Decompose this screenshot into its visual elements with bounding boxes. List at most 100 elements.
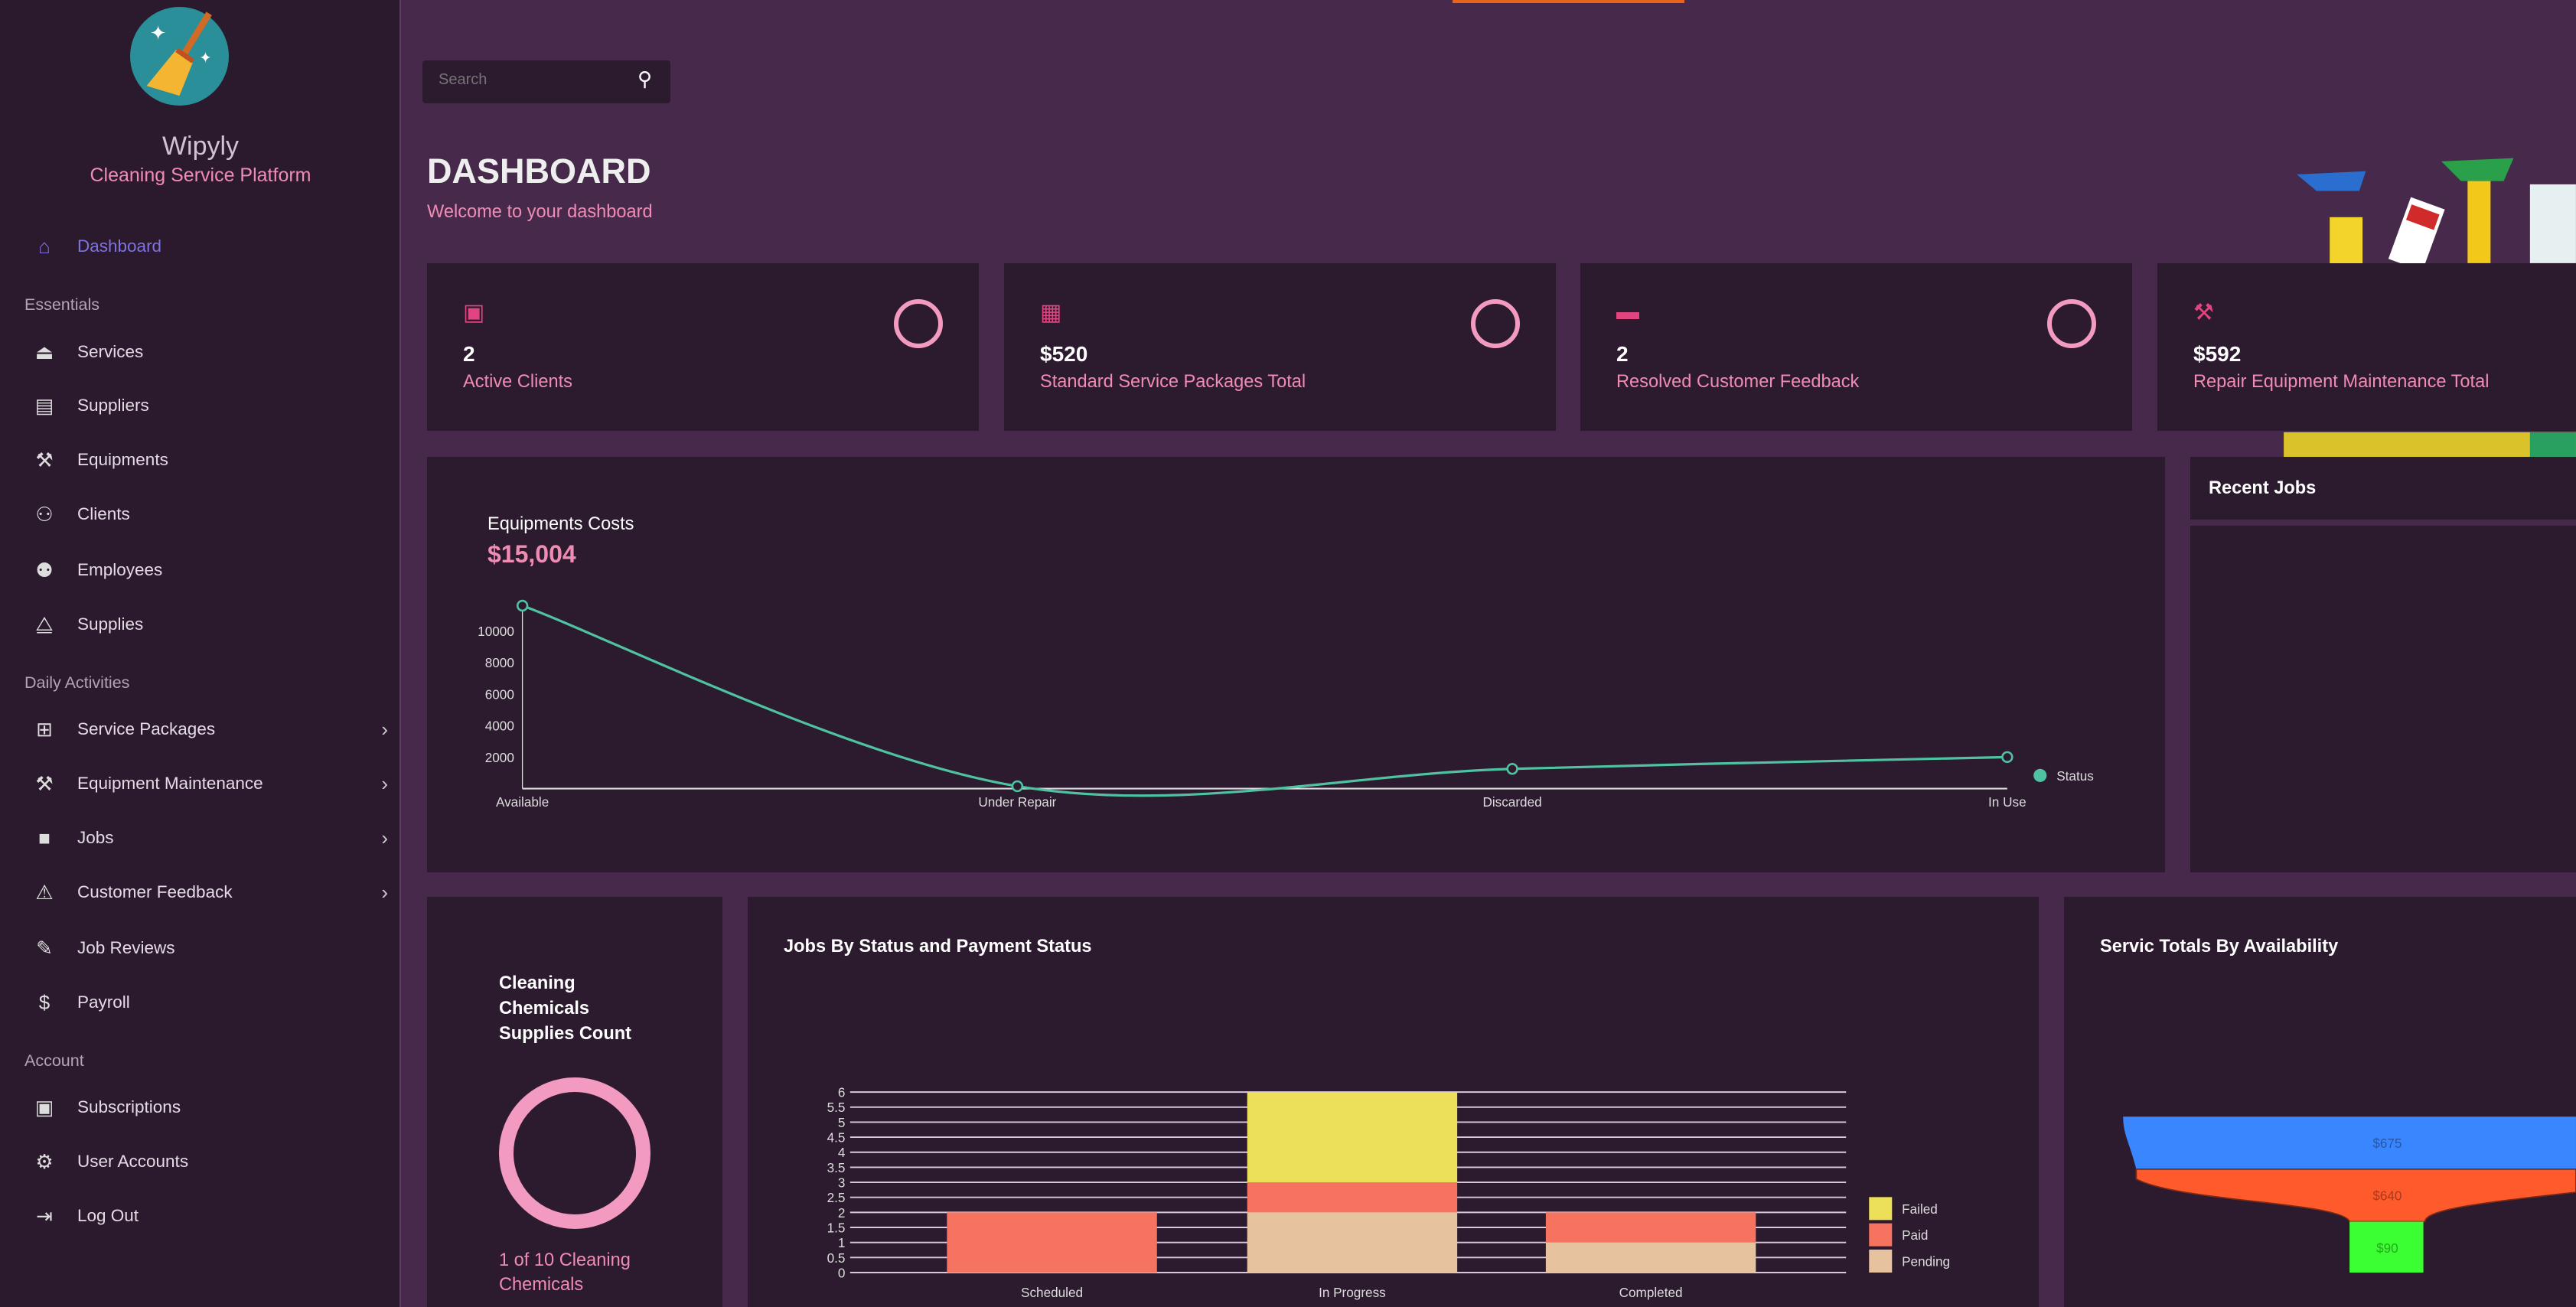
sidebar-item-jobs[interactable]: ■ Jobs › <box>23 816 388 859</box>
bell-icon: ⏏ <box>34 340 54 363</box>
sidebar-item-label: Job Reviews <box>77 938 175 957</box>
sidebar-item-suppliers[interactable]: ▤ Suppliers <box>23 384 388 427</box>
sidebar-item-employees[interactable]: ⚉ Employees <box>23 549 388 592</box>
sidebar-item-label: Dashboard <box>77 236 162 256</box>
svg-text:✦: ✦ <box>199 50 211 67</box>
stat-progress-ring <box>1471 299 1520 348</box>
y-tick-label: 6 <box>838 1085 846 1100</box>
sidebar-item-equipments[interactable]: ⚒ Equipments <box>23 438 388 481</box>
search-input[interactable] <box>439 71 619 89</box>
hierarchy-icon: ⊞ <box>36 717 53 741</box>
equipment-costs-line-chart: 2000 4000 6000 8000 10000 Available Under Repa… <box>478 599 2094 810</box>
sidebar-item-label: Subscriptions <box>77 1097 181 1116</box>
y-tick-label: 3.5 <box>827 1160 846 1175</box>
chevron-right-icon[interactable]: › <box>381 771 388 795</box>
sidebar-item-log-out[interactable]: ⇥ Log Out <box>23 1195 388 1237</box>
bar-segment <box>1545 1242 1756 1273</box>
recent-jobs-title: Recent Jobs <box>2209 478 2317 498</box>
series-line <box>522 605 2007 797</box>
sidebar-item-label: Suppliers <box>77 396 149 415</box>
stat-progress-ring <box>894 299 943 348</box>
x-tick-label: Scheduled <box>1021 1285 1083 1300</box>
legend-label: Status <box>2056 768 2094 784</box>
sidebar-item-supplies[interactable]: ⧋ Supplies <box>23 603 388 646</box>
data-point <box>1506 763 1518 775</box>
sidebar-item-job-reviews[interactable]: ✎ Job Reviews <box>23 927 388 970</box>
stat-label: Resolved Customer Feedback <box>1616 372 1860 392</box>
stat-value: $520 <box>1040 342 1088 366</box>
supplies-count-card: Cleaning Chemicals Supplies Count 1 of 1… <box>427 897 722 1307</box>
stat-card[interactable]: ▦ $520 Standard Service Packages Total <box>1004 263 1556 431</box>
sidebar-item-customer-feedback[interactable]: ⚠ Customer Feedback › <box>23 871 388 914</box>
y-tick-label: 2 <box>838 1205 846 1221</box>
page-title: DASHBOARD <box>427 152 651 191</box>
svg-text:✦: ✦ <box>150 23 167 44</box>
funnel-segment <box>2349 1221 2424 1273</box>
supplies-progress-ring <box>499 1077 651 1229</box>
sidebar-item-equipment-maintenance[interactable]: ⚒ Equipment Maintenance › <box>23 762 388 805</box>
chart-title: Jobs By Status and Payment Status <box>784 937 1092 957</box>
y-tick-label: 3 <box>838 1175 846 1190</box>
sidebar-item-clients[interactable]: ⚇ Clients <box>23 493 388 536</box>
y-tick-label: 8000 <box>485 655 514 670</box>
wrench-icon: ⚒ <box>35 448 54 471</box>
y-tick-label: 1 <box>838 1235 846 1250</box>
sidebar-item-label: Services <box>77 342 144 361</box>
chevron-right-icon[interactable]: › <box>381 826 388 849</box>
sidebar-item-label: Jobs <box>77 828 114 847</box>
bar-segment <box>1247 1182 1458 1213</box>
subscriptions-icon: ▣ <box>34 1095 54 1119</box>
stat-progress-ring <box>2047 299 2096 348</box>
section-heading: Daily Activities <box>24 673 130 692</box>
sidebar-item-service-packages[interactable]: ⊞ Service Packages › <box>23 708 388 751</box>
feedback-icon: ⚠ <box>35 880 54 904</box>
wrench-icon: ⚒ <box>2193 300 2214 325</box>
funnel-label: $675 <box>2372 1136 2402 1151</box>
y-tick-label: 2000 <box>485 750 514 765</box>
page-subtitle: Welcome to your dashboard <box>427 202 653 222</box>
user-settings-icon: ⚙ <box>35 1149 54 1173</box>
shapes-icon: ⧋ <box>35 612 54 635</box>
section-heading: Essentials <box>24 295 99 314</box>
stat-value: 2 <box>463 342 475 366</box>
x-tick-label: Discarded <box>1482 794 1541 810</box>
sidebar-item-payroll[interactable]: $ Payroll <box>23 981 388 1024</box>
funnel-label: $90 <box>2376 1240 2398 1256</box>
supplies-title: Cleaning Chemicals Supplies Count <box>499 973 632 1044</box>
bar-segment <box>1247 1212 1458 1273</box>
stat-value: 2 <box>1616 342 1629 366</box>
funnel-segment <box>2123 1116 2576 1169</box>
brand-tagline: Cleaning Service Platform <box>90 165 311 186</box>
bar-segment <box>947 1212 1157 1273</box>
data-point <box>516 599 529 612</box>
sidebar-item-subscriptions[interactable]: ▣ Subscriptions <box>23 1086 388 1129</box>
y-tick-label: 2.5 <box>827 1190 846 1205</box>
chevron-right-icon[interactable]: › <box>381 880 388 904</box>
chart-title: Equipments Costs <box>487 514 634 534</box>
jobs-status-panel: Jobs By Status and Payment Status 0 0.5 1 1… <box>748 897 2039 1307</box>
legend-marker <box>2033 768 2047 782</box>
sidebar-item-label: Equipments <box>77 450 168 469</box>
x-tick-label: In Progress <box>1319 1285 1386 1300</box>
chart-title: Servic Totals By Availability <box>2100 937 2339 957</box>
chevron-right-icon[interactable]: › <box>381 717 388 741</box>
sidebar-item-dashboard[interactable]: ⌂ Dashboard <box>23 225 388 268</box>
stat-card[interactable]: ▣ 2 Active Clients <box>427 263 979 431</box>
bar-segment <box>1247 1092 1458 1183</box>
y-tick-label: 4.5 <box>827 1130 846 1146</box>
data-point <box>1011 780 1024 793</box>
stat-card[interactable]: ▬ 2 Resolved Customer Feedback <box>1580 263 2132 431</box>
home-icon: ⌂ <box>38 234 51 258</box>
sidebar-item-user-accounts[interactable]: ⚙ User Accounts <box>23 1140 388 1183</box>
store-icon: ▤ <box>34 393 54 417</box>
broom-logo: ✦ ✦ <box>130 7 229 106</box>
y-tick-label: 5.5 <box>827 1100 846 1115</box>
search-box[interactable]: ⚲ <box>422 60 670 103</box>
search-icon[interactable]: ⚲ <box>637 67 653 90</box>
y-tick-label: 4000 <box>485 719 514 734</box>
people-icon: ⚇ <box>35 502 54 526</box>
sidebar-item-label: Customer Feedback <box>77 882 233 901</box>
sidebar-item-services[interactable]: ⏏ Services <box>23 331 388 373</box>
stat-card[interactable]: ⚒ $592 Repair Equipment Maintenance Tota… <box>2157 263 2576 431</box>
service-totals-funnel-chart: $675 $640 $90 <box>2123 1116 2576 1273</box>
